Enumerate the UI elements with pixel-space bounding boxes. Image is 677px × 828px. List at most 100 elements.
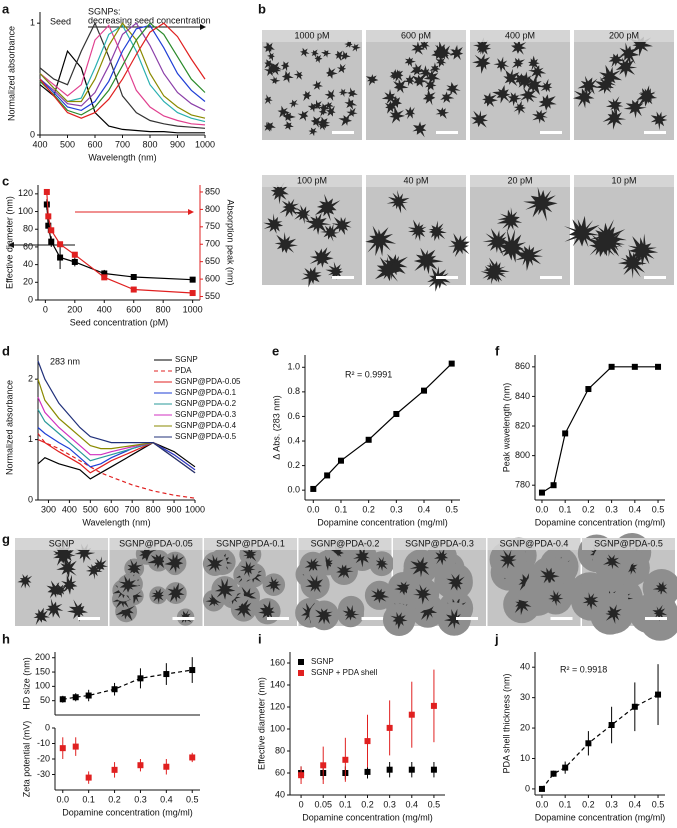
y-tick-label: 100 [270,723,285,733]
particle [342,604,360,621]
x-tick-label: 0.4 [406,799,419,809]
particle [234,599,252,618]
particle [446,82,461,96]
x-axis-label: Wavelength (nm) [82,517,150,527]
micrograph-label: SGNP [49,538,75,548]
y2-tick-label: 600 [205,273,220,283]
particle [433,41,449,57]
annotation: 283 nm [50,356,80,366]
panel-letter: j [494,631,499,646]
marker [631,363,638,370]
particle [618,248,647,279]
particle [264,66,277,77]
particle [588,231,620,257]
particle [496,207,523,232]
x-tick-label: 0.1 [335,504,348,514]
label-bg [582,538,675,550]
panel-letter: d [2,343,10,358]
particle [302,90,312,102]
scale-bar [332,276,354,279]
y-axis-label: Δ Abs. (283 nm) [271,395,281,460]
x-axis-label: Dopamine concentration (mg/ml) [535,812,666,822]
x-axis-label: Dopamine concentration (mg/ml) [302,812,433,822]
x-tick-label: 0.3 [390,504,403,514]
marker [386,766,393,773]
y-tick-label: 50 [40,695,50,705]
particle [539,78,553,93]
scale-bar [550,617,573,620]
marker [608,722,615,729]
label-bg [393,538,486,550]
y-tick-label: 0 [45,722,50,732]
x-tick-label: 0.0 [536,504,549,514]
particle [264,59,273,69]
label-bg [109,538,203,550]
particle [336,564,354,579]
x-tick-label: 0.0 [307,504,320,514]
scale-bar [172,617,195,620]
particle [623,99,647,119]
y-tick-label: 2 [28,374,33,384]
scale-bar [436,131,458,134]
series-line [39,24,206,126]
label-bg [366,175,466,187]
marker [408,711,415,718]
particle [636,85,658,107]
x-tick-label: 1000 [183,304,203,314]
particle [422,89,436,106]
marker [43,188,50,195]
particle [115,602,135,621]
scale-bar [332,131,354,134]
marker [57,241,64,248]
particle [265,42,274,53]
particle [242,545,257,562]
label-bg [262,30,362,42]
y2-tick-label: 550 [205,291,220,301]
x-tick-label: 0.2 [362,504,375,514]
particle [511,57,525,69]
marker [320,762,327,769]
x-axis-label: Dopamine concentration (mg/ml) [317,517,448,527]
particle [652,581,668,597]
panel-letter: i [258,631,262,646]
y-tick-label: -10 [37,738,50,748]
y-tick-label: -20 [37,753,50,763]
particle [309,247,334,268]
particle [365,225,397,257]
marker [365,436,372,443]
label-bg [262,175,362,187]
x-tick-label: 0 [299,799,304,809]
marker [585,386,592,393]
label-bg [574,30,674,42]
particle [139,546,157,563]
particle [394,581,411,596]
micrograph-label: 600 pM [401,30,431,40]
y-tick-label: 820 [515,420,530,430]
particle [513,100,526,116]
y-tick-label: 1 [30,18,35,28]
particle [523,187,558,222]
marker [137,675,144,682]
x-tick-label: 400 [97,304,112,314]
particle [436,46,449,61]
marker [430,766,437,773]
scale-bar [644,276,666,279]
marker [111,686,118,693]
y-tick-label: 80 [275,745,285,755]
series-line [39,22,206,119]
y-tick-label: -30 [37,769,50,779]
y-tick-label: 10 [520,753,530,763]
y-tick-label: 100 [18,206,33,216]
label-bg [574,175,674,187]
y-tick-label: 0 [28,494,33,504]
micrograph-label: SGNP@PDA-0.05 [119,538,193,548]
x-tick-label: 0.1 [559,799,572,809]
x-tick-label: 0.2 [108,794,121,804]
particle [301,266,322,288]
marker [59,745,66,752]
x-tick-label: 500 [83,504,98,514]
series-line [39,49,205,134]
y-axis-label: Effective diameter (nm) [256,677,266,770]
marker [550,482,557,489]
marker [189,754,196,761]
